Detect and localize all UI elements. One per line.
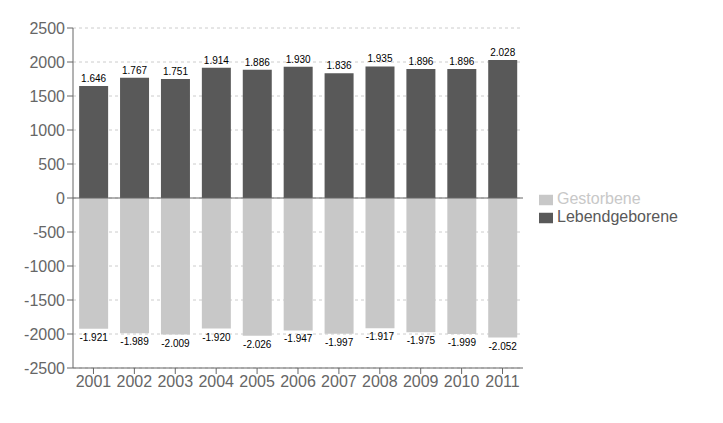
svg-text:2001: 2001 [76, 373, 112, 390]
svg-text:2005: 2005 [239, 373, 275, 390]
svg-text:2008: 2008 [362, 373, 398, 390]
svg-text:2009: 2009 [403, 373, 439, 390]
svg-text:-500: -500 [33, 224, 65, 241]
svg-text:2007: 2007 [321, 373, 357, 390]
svg-text:500: 500 [38, 156, 65, 173]
svg-text:1000: 1000 [29, 122, 65, 139]
svg-text:2.028: 2.028 [490, 47, 515, 58]
svg-text:-2.052: -2.052 [489, 341, 518, 352]
svg-text:1.767: 1.767 [122, 65, 147, 76]
svg-text:-2500: -2500 [24, 360, 65, 377]
svg-text:1500: 1500 [29, 88, 65, 105]
svg-text:2500: 2500 [29, 20, 65, 37]
svg-text:-1.920: -1.920 [202, 332, 231, 343]
svg-text:-1000: -1000 [24, 258, 65, 275]
svg-text:-2.009: -2.009 [161, 338, 190, 349]
html-text:Gestorbene: Gestorbene [557, 190, 641, 207]
svg-text:-2000: -2000 [24, 326, 65, 343]
svg-text:-1.921: -1.921 [79, 332, 108, 343]
svg-text:1.930: 1.930 [286, 54, 311, 65]
svg-text:1.896: 1.896 [408, 56, 433, 67]
svg-text:1.836: 1.836 [327, 60, 352, 71]
svg-text:-2.026: -2.026 [243, 339, 272, 350]
html-text:Lebendgeborene: Lebendgeborene [557, 208, 678, 225]
svg-text:1.646: 1.646 [81, 73, 106, 84]
svg-text:-1.917: -1.917 [366, 331, 395, 342]
svg-text:1.751: 1.751 [163, 66, 188, 77]
svg-text:1.935: 1.935 [367, 53, 392, 64]
svg-text:2004: 2004 [198, 373, 234, 390]
svg-text:1.914: 1.914 [204, 55, 229, 66]
svg-text:2002: 2002 [117, 373, 153, 390]
svg-text:2003: 2003 [157, 373, 193, 390]
svg-text:-1.999: -1.999 [448, 337, 477, 348]
svg-text:2006: 2006 [280, 373, 316, 390]
svg-text:1.896: 1.896 [449, 56, 474, 67]
svg-text:-1.975: -1.975 [407, 335, 436, 346]
svg-text:2000: 2000 [29, 54, 65, 71]
svg-text:2011: 2011 [485, 373, 520, 390]
svg-text:2010: 2010 [444, 373, 480, 390]
svg-text:-1.947: -1.947 [284, 333, 313, 344]
svg-text:1.886: 1.886 [245, 57, 270, 68]
svg-text:-1.997: -1.997 [325, 337, 354, 348]
svg-text:0: 0 [56, 190, 65, 207]
svg-text:-1500: -1500 [24, 292, 65, 309]
svg-text:-1.989: -1.989 [120, 336, 149, 347]
